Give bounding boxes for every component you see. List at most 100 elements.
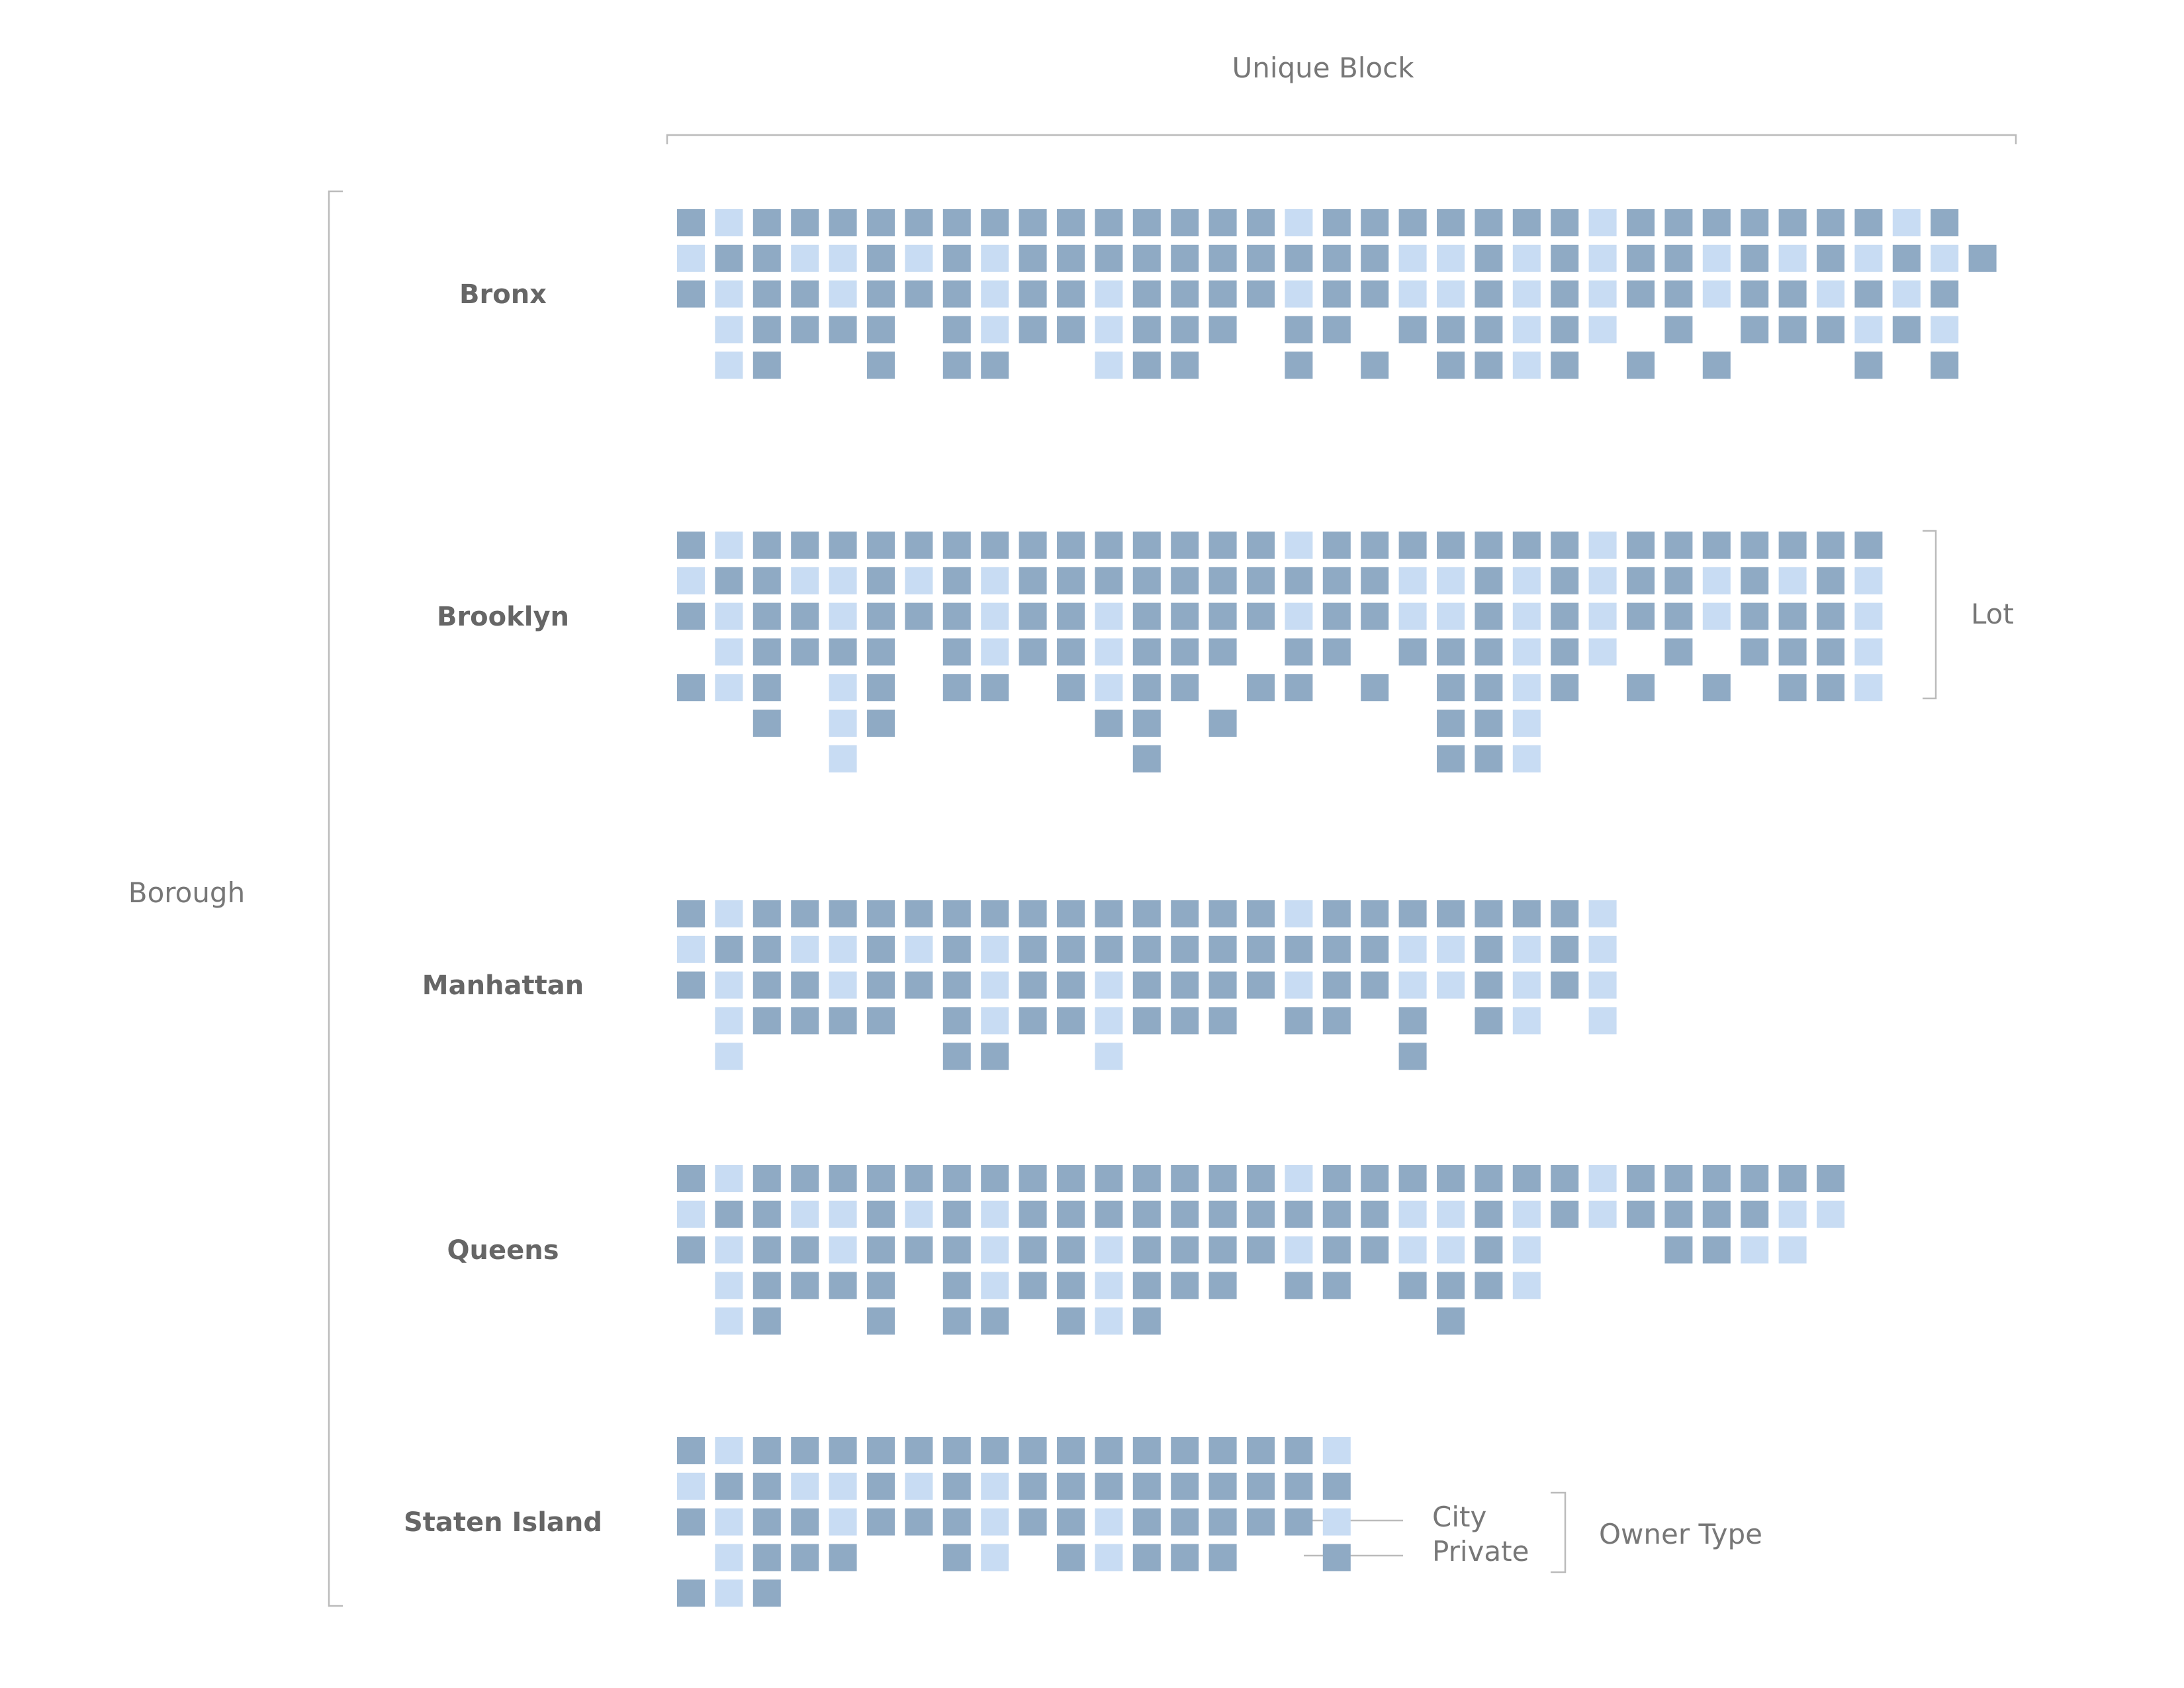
lot-cell-manhattan-private (1398, 900, 1427, 927)
lot-cell-brooklyn-private (867, 532, 895, 559)
lot-cell-bronx-private (1437, 316, 1465, 344)
lot-cell-staten-island-city (1322, 1508, 1351, 1536)
lot-cell-bronx-private (1817, 209, 1844, 236)
lot-cell-manhattan-city (1588, 1007, 1617, 1035)
lot-cell-brooklyn-city (1095, 602, 1123, 630)
lot-cell-queens-private (1171, 1200, 1199, 1228)
lot-cell-bronx-private (942, 316, 971, 344)
lot-cell-brooklyn-city (829, 710, 857, 737)
lot-cell-manhattan-private (1208, 971, 1237, 999)
lot-cell-queens-private (867, 1236, 895, 1264)
lot-cell-bronx-private (1171, 280, 1199, 308)
lot-cell-bronx-city (715, 316, 743, 344)
lot-cell-queens-private (1019, 1272, 1047, 1299)
y-axis-label: Borough (128, 876, 245, 909)
lot-cell-brooklyn-private (752, 532, 781, 559)
lot-cell-bronx-private (1475, 209, 1503, 236)
lot-cell-brooklyn-private (677, 532, 705, 559)
lot-cell-brooklyn-city (1588, 532, 1617, 559)
lot-cell-queens-private (1208, 1236, 1237, 1264)
lot-cell-brooklyn-private (1322, 638, 1351, 666)
borough-labels: Bronx Brooklyn Manhattan Queens Staten Islan… (404, 279, 602, 1538)
lot-cell-staten-island-private (1132, 1544, 1161, 1571)
lot-cell-bronx-private (1551, 352, 1579, 379)
lot-cell-bronx-private (1132, 352, 1161, 379)
lot-cell-manhattan-private (1512, 900, 1541, 927)
lot-cell-queens-private (1551, 1165, 1579, 1192)
lot-cell-brooklyn-private (1437, 745, 1465, 773)
lot-cell-brooklyn-private (1702, 532, 1731, 559)
lot-cell-bronx-city (1512, 280, 1541, 308)
lot-cell-staten-island-private (1171, 1508, 1199, 1536)
borough-label-bronx: Bronx (459, 279, 547, 310)
lot-cell-bronx-private (791, 280, 819, 308)
lot-cell-bronx-private (1702, 352, 1731, 379)
lot-cell-queens-private (1019, 1200, 1047, 1228)
lot-cell-manhattan-private (1475, 935, 1503, 963)
lot-cell-bronx-private (942, 209, 971, 236)
lot-cell-brooklyn-private (1208, 567, 1237, 594)
lot-cell-staten-island-private (1208, 1437, 1237, 1464)
lot-cell-staten-island-private (752, 1508, 781, 1536)
lot-cell-bronx-private (1057, 244, 1085, 272)
lot-cell-bronx-city (1285, 280, 1313, 308)
lot-cell-manhattan-private (942, 935, 971, 963)
lot-cell-brooklyn-private (1664, 532, 1693, 559)
lot-cell-bronx-private (1208, 280, 1237, 308)
lot-cell-bronx-private (1019, 209, 1047, 236)
lot-cell-brooklyn-city (1512, 745, 1541, 773)
lot-cell-bronx-private (1171, 244, 1199, 272)
lot-cell-brooklyn-private (867, 674, 895, 702)
lot-cell-staten-island-private (1322, 1544, 1351, 1571)
lot-cell-brooklyn-private (1664, 602, 1693, 630)
lot-cell-manhattan-city (981, 971, 1009, 999)
lot-cell-staten-island-private (677, 1579, 705, 1607)
lot-cell-queens-private (905, 1236, 933, 1264)
lot-cell-staten-island-private (1208, 1544, 1237, 1571)
lot-cell-manhattan-private (1551, 971, 1579, 999)
lot-cell-bronx-private (1171, 209, 1199, 236)
lot-cell-manhattan-private (1322, 935, 1351, 963)
lot-cell-bronx-private (1627, 244, 1655, 272)
lot-cell-queens-private (1627, 1165, 1655, 1192)
lot-cell-brooklyn-private (1361, 532, 1389, 559)
lot-cell-brooklyn-private (1208, 602, 1237, 630)
x-axis-label: Unique Block (1232, 52, 1414, 84)
lot-cell-bronx-private (1475, 316, 1503, 344)
lot-cell-brooklyn-city (1854, 602, 1883, 630)
lot-cell-bronx-private (1778, 209, 1807, 236)
lot-cell-brooklyn-private (791, 602, 819, 630)
lot-cell-bronx-private (1019, 316, 1047, 344)
lot-cell-bronx-private (1817, 244, 1844, 272)
lot-cell-brooklyn-city (1854, 674, 1883, 702)
lot-cell-brooklyn-city (829, 602, 857, 630)
lot-cell-queens-private (1057, 1272, 1085, 1299)
lot-cell-manhattan-private (1247, 971, 1275, 999)
lot-cell-bronx-private (1132, 209, 1161, 236)
lot-cell-manhattan-city (1512, 971, 1541, 999)
lot-cell-bronx-private (1741, 316, 1769, 344)
lot-cell-brooklyn-private (1627, 532, 1655, 559)
lot-cell-manhattan-private (1398, 1043, 1427, 1070)
lot-cell-brooklyn-private (1019, 638, 1047, 666)
lot-cell-brooklyn-private (829, 532, 857, 559)
lot-cell-bronx-private (1095, 244, 1123, 272)
lot-cell-manhattan-private (1475, 971, 1503, 999)
lot-cell-manhattan-private (791, 1007, 819, 1035)
lot-cell-queens-city (1512, 1236, 1541, 1264)
lot-cell-manhattan-private (1019, 935, 1047, 963)
lot-cell-brooklyn-city (981, 567, 1009, 594)
lot-cell-staten-island-private (867, 1472, 895, 1500)
lot-cell-manhattan-city (829, 935, 857, 963)
lot-cell-manhattan-private (1322, 1007, 1351, 1035)
lot-cell-bronx-private (1322, 316, 1351, 344)
lot-cell-brooklyn-private (1247, 602, 1275, 630)
lot-cell-bronx-city (1095, 316, 1123, 344)
lot-cell-bronx-private (1741, 209, 1769, 236)
lot-cell-staten-island-private (1019, 1508, 1047, 1536)
lot-cell-manhattan-city (1095, 971, 1123, 999)
lot-cell-staten-island-private (1057, 1544, 1085, 1571)
lot-cell-brooklyn-private (1627, 674, 1655, 702)
lot-cell-manhattan-private (677, 971, 705, 999)
